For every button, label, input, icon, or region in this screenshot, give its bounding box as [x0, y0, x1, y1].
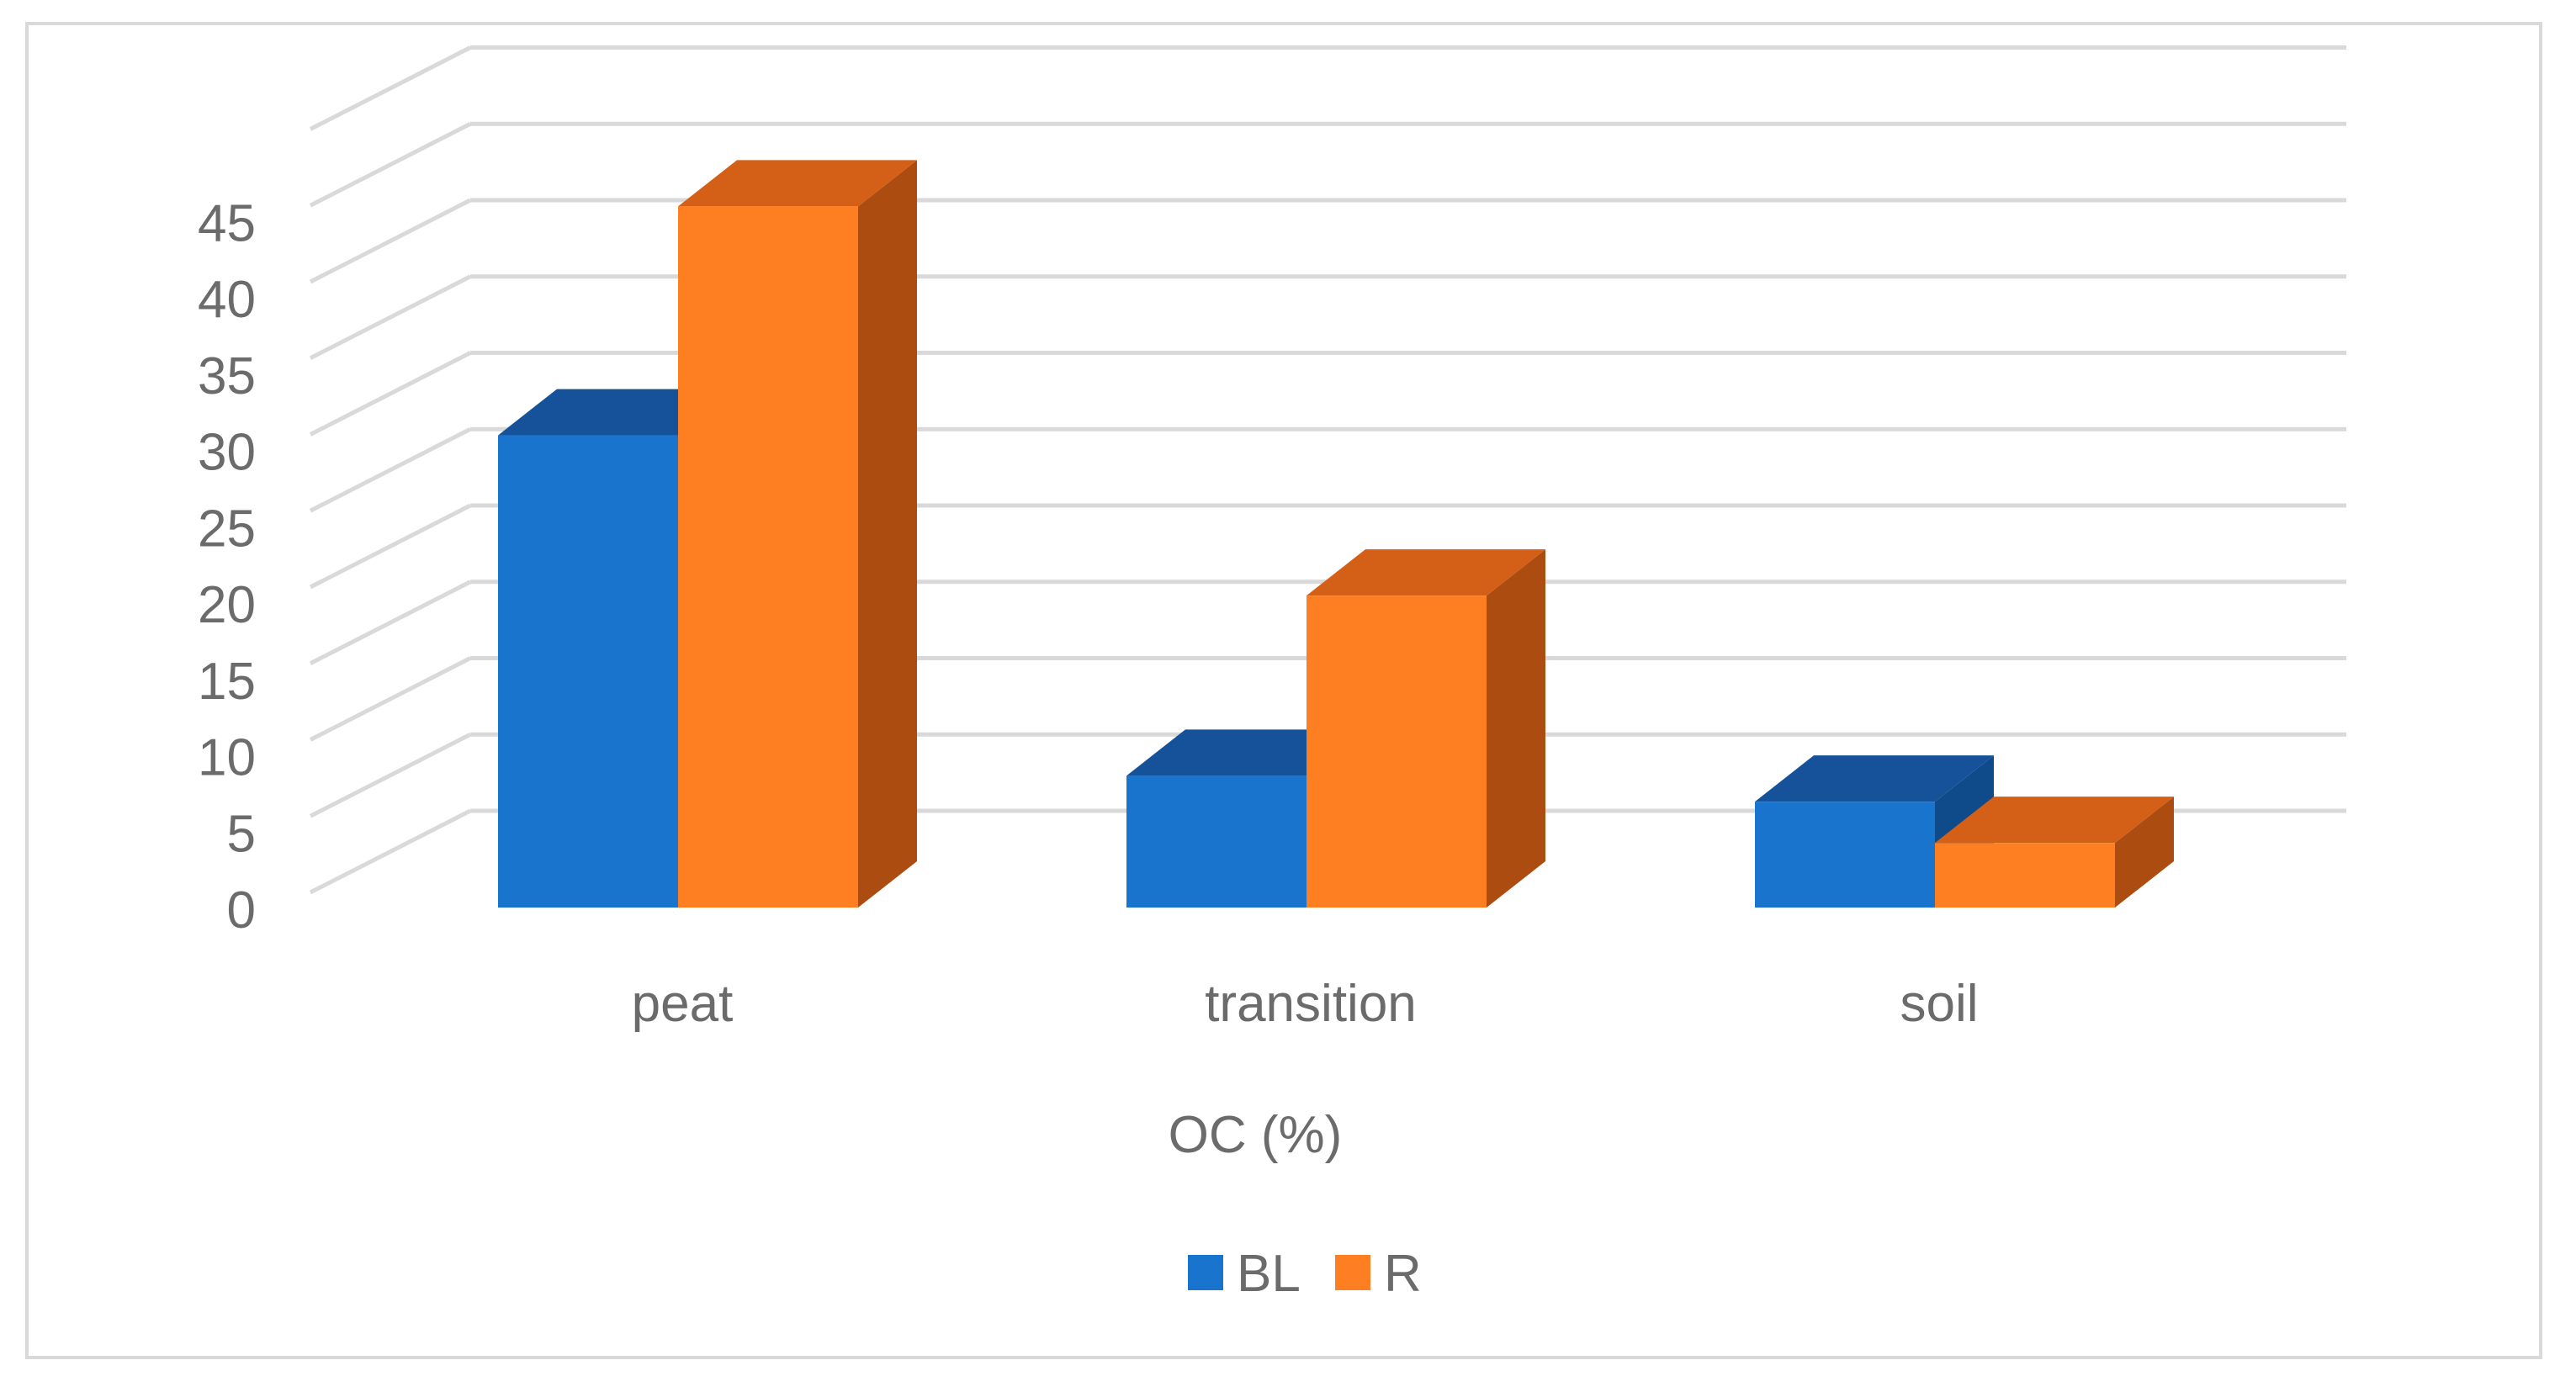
y-tick-label: 35 [198, 347, 256, 405]
x-category-label: soil [1900, 975, 1978, 1033]
legend-item-bl: BL [1188, 1245, 1301, 1303]
legend-swatch [1335, 1255, 1370, 1290]
bar-r-peat [678, 160, 917, 908]
y-tick-label: 15 [198, 653, 256, 711]
y-tick-label: 0 [227, 881, 256, 939]
x-category-label: peat [632, 975, 734, 1033]
y-tick-label: 25 [198, 500, 256, 558]
bars [498, 160, 2174, 908]
gridline [309, 198, 2346, 284]
legend-label: BL [1237, 1245, 1301, 1303]
oc-bar-chart: 0 5 10 15 20 25 30 35 40 45 peat transition soil OC… [198, 45, 2346, 1303]
legend-item-r: R [1335, 1245, 1422, 1303]
y-tick-label: 5 [227, 805, 256, 863]
y-axis-ticks: 0 5 10 15 20 25 30 35 40 45 [198, 194, 256, 939]
legend-label: R [1384, 1245, 1422, 1303]
bar-r-transition [1307, 549, 1545, 908]
chart-frame: 0 5 10 15 20 25 30 35 40 45 peat transition soil OC… [25, 22, 2542, 1359]
x-axis-title: OC (%) [1169, 1106, 1343, 1164]
y-tick-label: 40 [198, 271, 256, 329]
gridline [309, 45, 2346, 131]
gridline [309, 121, 2346, 208]
legend-swatch [1188, 1255, 1223, 1290]
x-axis-categories: peat transition soil [632, 975, 1979, 1033]
gridline [309, 274, 2346, 360]
legend: BL R [1188, 1245, 1422, 1303]
y-tick-label: 20 [198, 576, 256, 634]
y-tick-label: 45 [198, 194, 256, 252]
y-tick-label: 30 [198, 424, 256, 482]
y-tick-label: 10 [198, 729, 256, 787]
x-category-label: transition [1205, 975, 1417, 1033]
bar-r-soil [1935, 797, 2174, 908]
